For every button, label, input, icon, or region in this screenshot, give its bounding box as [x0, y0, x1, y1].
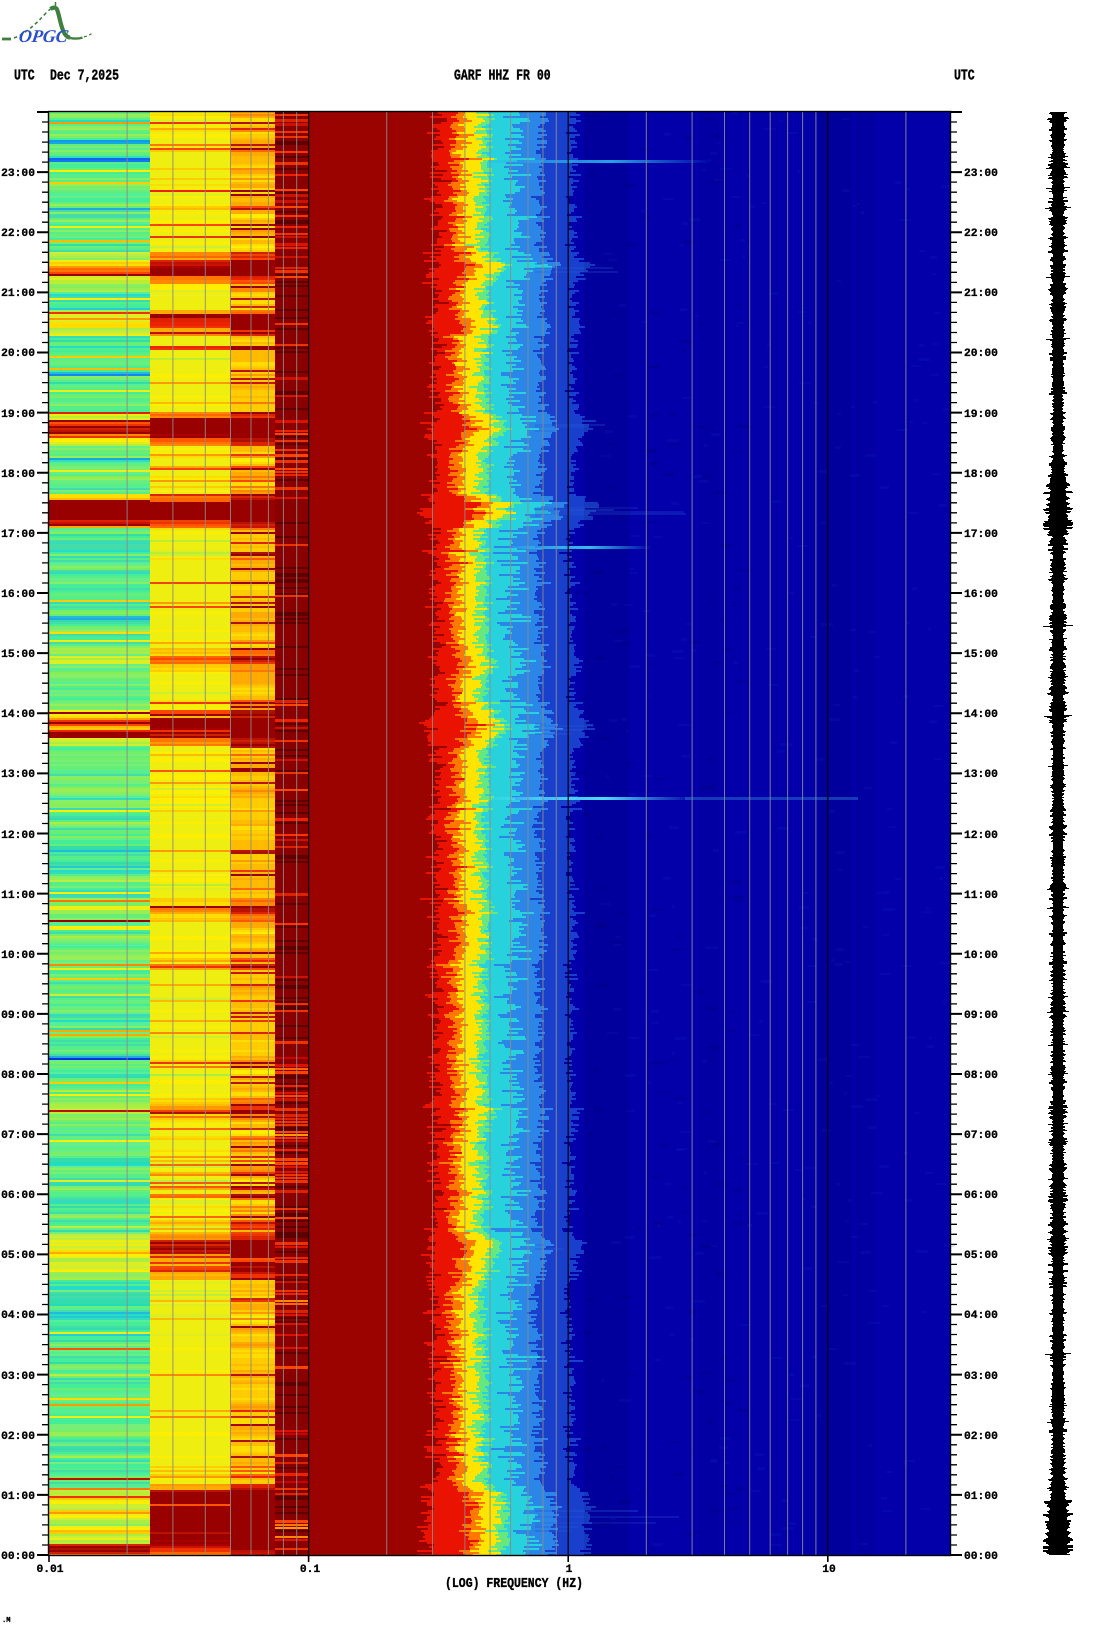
svg-text:OPGC: OPGC [18, 26, 71, 46]
